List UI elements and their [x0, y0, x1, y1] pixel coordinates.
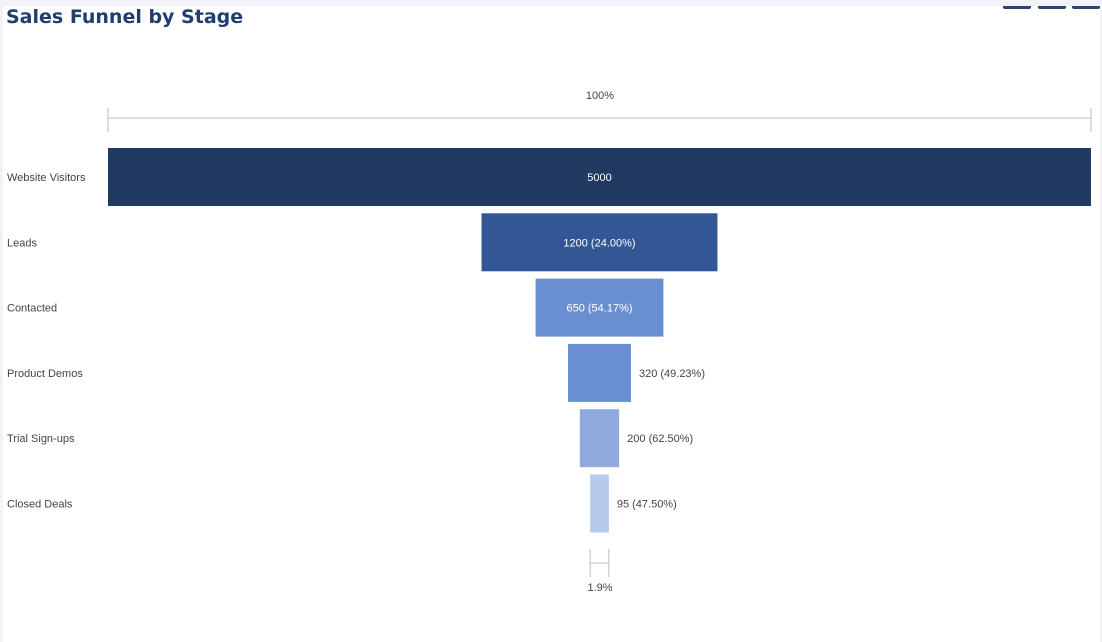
bottom-percent-label: 1.9% [587, 582, 612, 594]
top-percent-label: 100% [586, 90, 614, 102]
value-label: 320 (49.23%) [639, 368, 705, 380]
chart-title: Sales Funnel by Stage [6, 6, 244, 28]
funnel-bar[interactable] [481, 213, 718, 272]
value-label: 200 (62.50%) [627, 433, 693, 445]
funnel-bar[interactable] [568, 343, 631, 402]
toolbar-button[interactable] [1003, 6, 1031, 9]
category-label: Website Visitors [7, 172, 86, 184]
category-label: Leads [7, 237, 37, 249]
value-label: 1200 (24.00%) [563, 237, 635, 249]
top-percent-axis: 100% [107, 90, 1092, 132]
category-label: Closed Deals [7, 499, 73, 511]
funnel-bar[interactable] [579, 409, 620, 468]
value-label: 5000 [587, 172, 611, 184]
funnel-bar[interactable] [590, 474, 609, 533]
toolbar-button[interactable] [1038, 6, 1066, 9]
funnel-bar[interactable] [108, 148, 1091, 206]
funnel-bars: Website Visitors 5000 Leads 1200 (24.00%) Co… [7, 148, 1091, 533]
category-label: Contacted [7, 303, 57, 315]
funnel-bar[interactable] [535, 278, 664, 337]
category-label: Product Demos [7, 368, 83, 380]
value-label: 650 (54.17%) [566, 303, 632, 315]
toolbar-button[interactable] [1072, 6, 1100, 9]
value-label: 95 (47.50%) [617, 499, 677, 511]
bottom-percent-axis: 1.9% [587, 549, 613, 594]
category-label: Trial Sign-ups [7, 433, 75, 445]
